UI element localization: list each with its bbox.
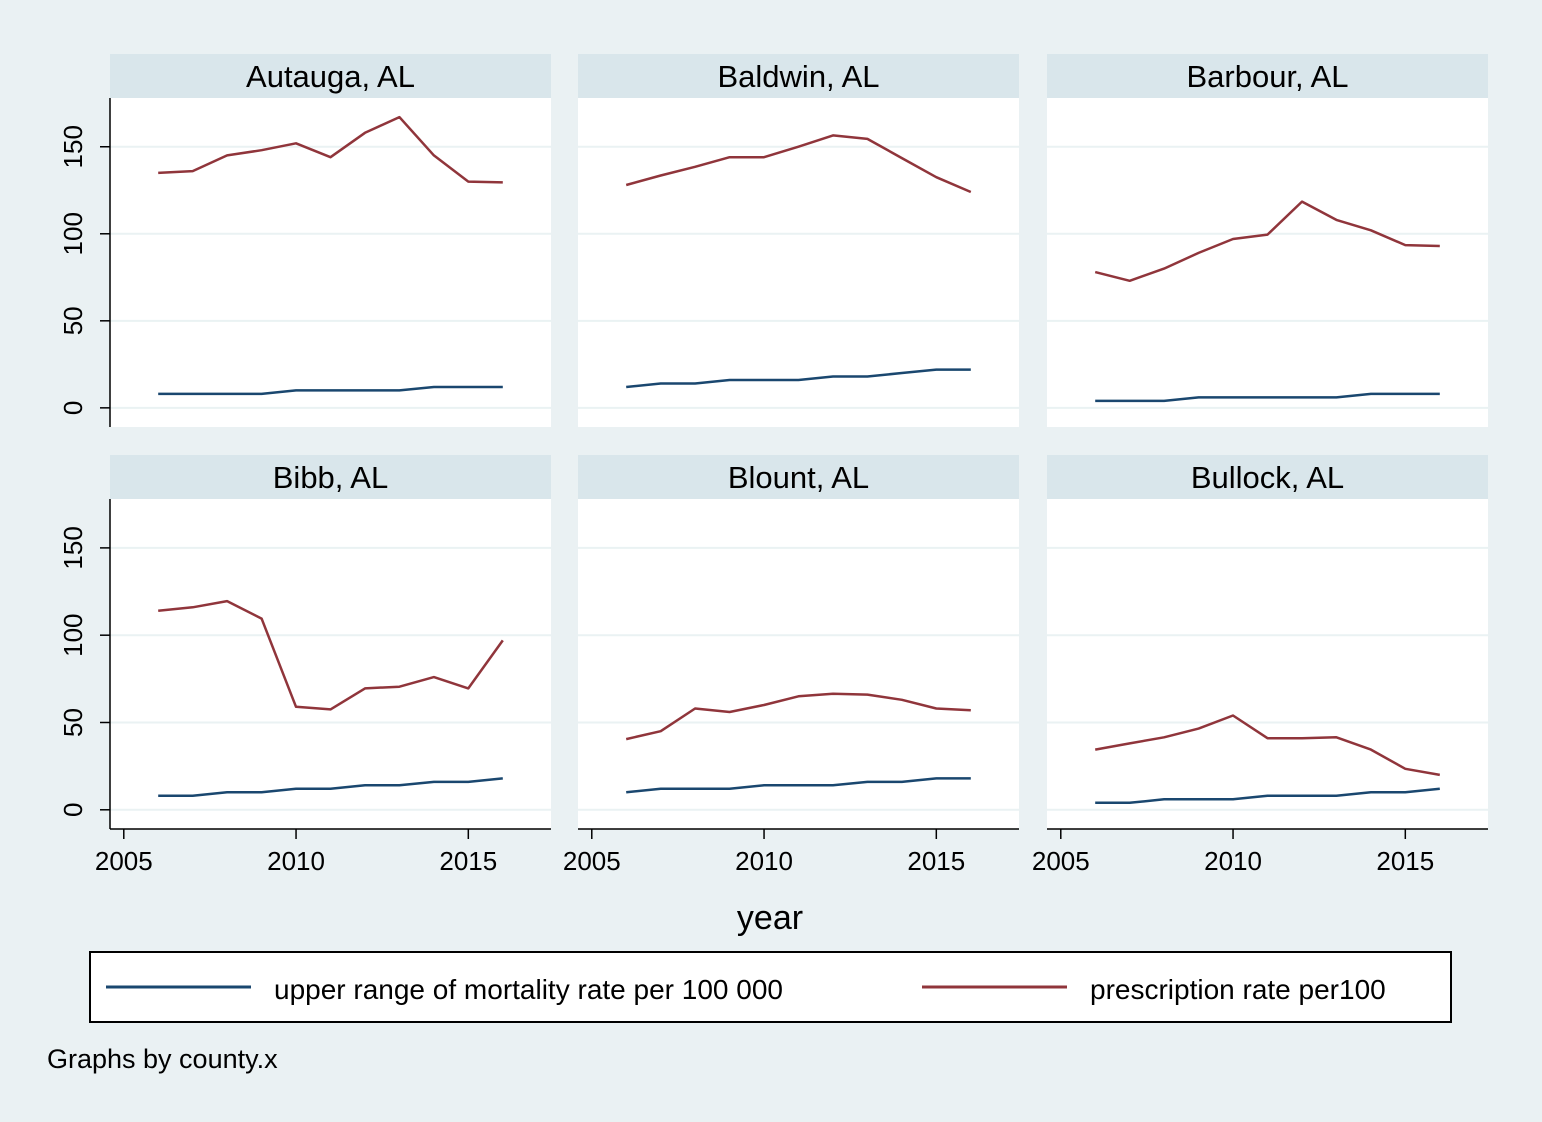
- panel-bibb-al: Bibb, AL 0 50 100 150 2005 2010 2015: [58, 455, 551, 876]
- x-tick-label: 2010: [735, 846, 793, 876]
- series-line-mortality: [1095, 392, 1440, 403]
- y-tick-label: 100: [58, 613, 88, 656]
- panel-strip: [1047, 455, 1488, 499]
- panel-barbour-al: Barbour, AL: [1047, 54, 1488, 427]
- panel-baldwin-al: Baldwin, AL: [578, 54, 1019, 427]
- x-tick-label: 2015: [439, 846, 497, 876]
- panel-title: Baldwin, AL: [718, 59, 880, 94]
- series-line-prescription: [1094, 200, 1440, 283]
- panel-strip: [1047, 54, 1488, 98]
- plot-area: [578, 98, 1019, 427]
- series-line-prescription: [158, 599, 504, 711]
- panel-title: Barbour, AL: [1186, 59, 1348, 94]
- y-tick-label: 0: [58, 401, 88, 415]
- panel-strip: [110, 455, 551, 499]
- y-tick-label: 0: [58, 803, 88, 817]
- series-line-mortality: [158, 385, 503, 396]
- plot-area: [110, 98, 551, 427]
- legend-label-mortality: upper range of mortality rate per 100 00…: [274, 974, 783, 1005]
- panel-strip: [578, 54, 1019, 98]
- x-tick-label: 2010: [1204, 846, 1262, 876]
- panel-blount-al: Blount, AL 2005 2010 2015: [563, 455, 1019, 876]
- panel-strip: [110, 54, 551, 98]
- panel-title: Autauga, AL: [246, 59, 415, 94]
- x-tick-label: 2015: [1376, 846, 1434, 876]
- series-line-prescription: [625, 134, 972, 194]
- graph-note: Graphs by county.x: [47, 1044, 278, 1074]
- x-tick-label: 2015: [907, 846, 965, 876]
- series-line-prescription: [625, 692, 971, 741]
- panel-title: Bullock, AL: [1191, 460, 1344, 495]
- series-line-mortality: [626, 777, 971, 794]
- plot-area: [110, 499, 551, 829]
- plot-area: [578, 499, 1019, 829]
- y-tick-label: 50: [58, 306, 88, 335]
- y-tick-label: 150: [58, 125, 88, 168]
- x-tick-label: 2005: [95, 846, 153, 876]
- plot-area: [1047, 499, 1488, 829]
- series-line-mortality: [1095, 787, 1440, 805]
- y-tick-label: 50: [58, 708, 88, 737]
- legend-box: [89, 951, 1452, 1023]
- panels-group: Autauga, AL 0 50 100 150 Baldwin, AL Barbour, …: [58, 54, 1488, 876]
- series-line-mortality: [158, 777, 503, 798]
- panel-strip: [578, 455, 1019, 499]
- panel-autauga-al: Autauga, AL 0 50 100 150: [58, 54, 551, 427]
- x-tick-label: 2010: [267, 846, 325, 876]
- x-tick-label: 2005: [1032, 846, 1090, 876]
- series-line-mortality: [626, 368, 971, 389]
- series-line-prescription: [158, 115, 503, 184]
- panel-title: Bibb, AL: [273, 460, 388, 495]
- x-axis-title: year: [737, 899, 803, 937]
- panel-title: Blount, AL: [728, 460, 869, 495]
- x-tick-label: 2005: [563, 846, 621, 876]
- legend-label-prescription: prescription rate per100: [1090, 974, 1386, 1005]
- y-tick-label: 100: [58, 212, 88, 255]
- plot-area: [1047, 98, 1488, 427]
- series-line-prescription: [1094, 714, 1441, 777]
- legend: upper range of mortality rate per 100 00…: [89, 951, 1452, 1023]
- y-tick-label: 150: [58, 526, 88, 569]
- panel-bullock-al: Bullock, AL 2005 2010 2015: [1032, 455, 1488, 876]
